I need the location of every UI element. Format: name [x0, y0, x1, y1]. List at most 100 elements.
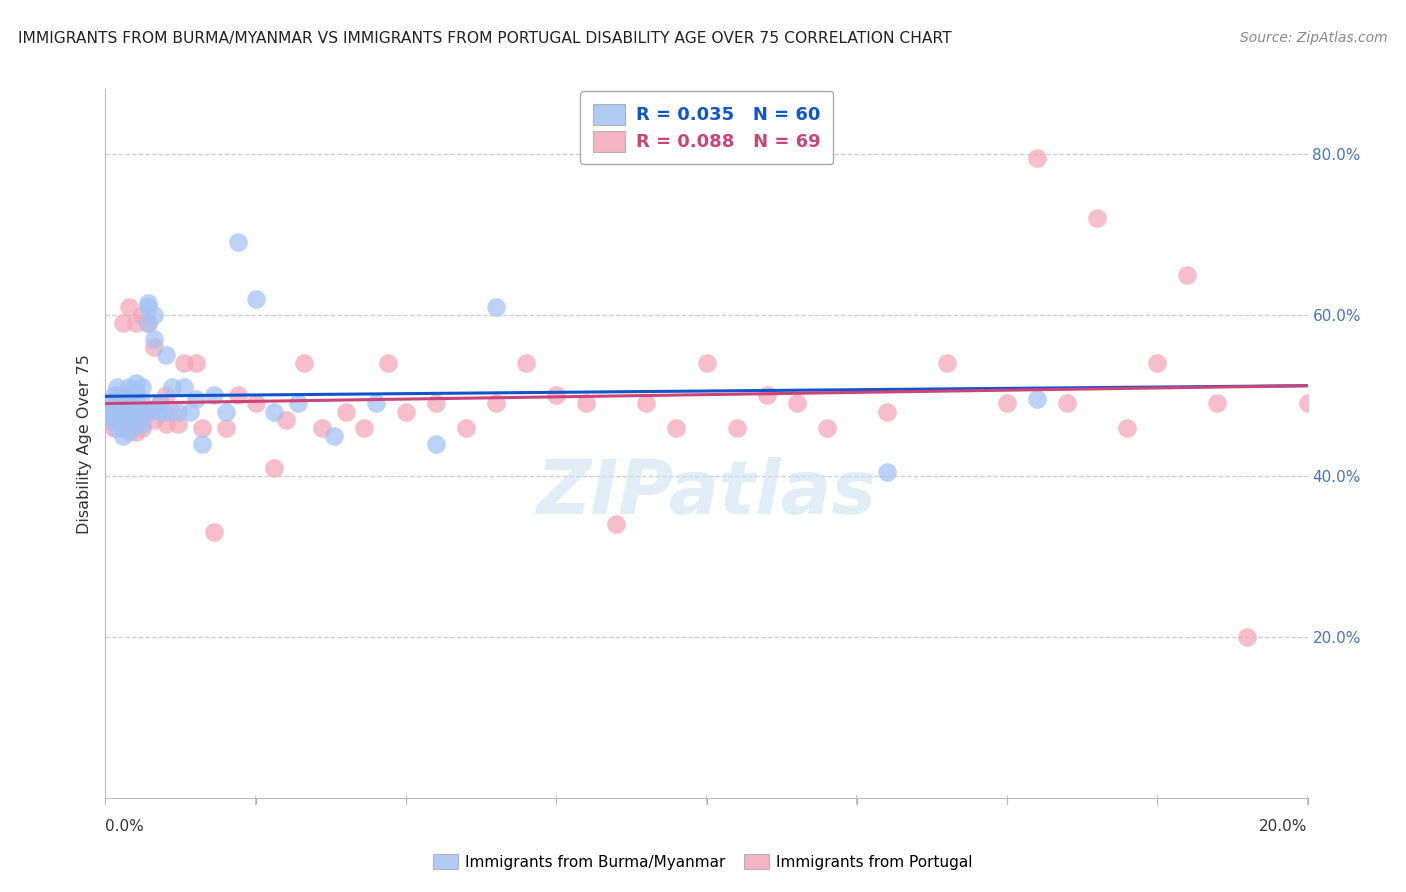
Point — [546, 388, 568, 402]
Point — [112, 428, 135, 442]
Point — [636, 396, 658, 410]
Point — [160, 404, 183, 418]
Point — [1085, 211, 1108, 226]
Point — [112, 316, 135, 330]
Point — [311, 420, 333, 434]
Text: |: | — [104, 795, 107, 805]
Point — [142, 332, 165, 346]
Point — [136, 404, 159, 418]
Point — [226, 388, 249, 402]
Point — [214, 420, 236, 434]
Point — [155, 388, 177, 402]
Point — [173, 356, 195, 370]
Text: ZIPatlas: ZIPatlas — [537, 457, 876, 530]
Point — [335, 404, 357, 418]
Point — [115, 396, 138, 410]
Point — [166, 404, 188, 418]
Point — [755, 388, 778, 402]
Point — [136, 300, 159, 314]
Text: |: | — [1306, 795, 1309, 805]
Point — [131, 380, 153, 394]
Point — [112, 412, 135, 426]
Point — [425, 396, 447, 410]
Point — [100, 396, 122, 410]
Point — [142, 340, 165, 354]
Point — [202, 388, 225, 402]
Point — [148, 404, 170, 418]
Point — [100, 404, 122, 418]
Point — [112, 404, 135, 418]
Point — [936, 356, 959, 370]
Point — [995, 396, 1018, 410]
Point — [179, 404, 201, 418]
Point — [100, 404, 122, 418]
Point — [107, 409, 129, 423]
Point — [112, 396, 135, 410]
Point — [112, 420, 135, 434]
Text: 0.0%: 0.0% — [105, 820, 145, 834]
Point — [124, 404, 146, 418]
Point — [364, 396, 387, 410]
Point — [124, 425, 146, 439]
Point — [118, 420, 141, 434]
Point — [1206, 396, 1229, 410]
Point — [395, 404, 418, 418]
Point — [353, 420, 375, 434]
Point — [124, 316, 146, 330]
Point — [97, 409, 120, 423]
Point — [263, 461, 285, 475]
Point — [118, 388, 141, 402]
Point — [815, 420, 838, 434]
Legend: R = 0.035   N = 60, R = 0.088   N = 69: R = 0.035 N = 60, R = 0.088 N = 69 — [579, 91, 834, 164]
Point — [725, 420, 748, 434]
Point — [124, 392, 146, 407]
Point — [131, 396, 153, 410]
Point — [1175, 268, 1198, 282]
Text: Source: ZipAtlas.com: Source: ZipAtlas.com — [1240, 31, 1388, 45]
Point — [118, 425, 141, 439]
Text: |: | — [554, 795, 558, 805]
Point — [131, 420, 153, 434]
Point — [131, 308, 153, 322]
Point — [190, 420, 212, 434]
Point — [155, 404, 177, 418]
Point — [124, 417, 146, 431]
Point — [226, 235, 249, 250]
Point — [274, 412, 297, 426]
Text: |: | — [405, 795, 408, 805]
Point — [110, 404, 132, 418]
Point — [1146, 356, 1168, 370]
Point — [124, 409, 146, 423]
Point — [173, 380, 195, 394]
Point — [112, 404, 135, 418]
Text: |: | — [1005, 795, 1008, 805]
Point — [485, 396, 508, 410]
Point — [1026, 151, 1049, 165]
Point — [112, 420, 135, 434]
Point — [118, 300, 141, 314]
Point — [485, 300, 508, 314]
Point — [107, 420, 129, 434]
Point — [322, 428, 344, 442]
Point — [575, 396, 598, 410]
Point — [118, 412, 141, 426]
Point — [696, 356, 718, 370]
Point — [131, 404, 153, 418]
Point — [245, 396, 267, 410]
Text: |: | — [1156, 795, 1159, 805]
Y-axis label: Disability Age Over 75: Disability Age Over 75 — [77, 354, 93, 533]
Point — [136, 316, 159, 330]
Point — [166, 417, 188, 431]
Point — [142, 412, 165, 426]
Point — [100, 396, 122, 410]
Point — [155, 348, 177, 362]
Text: |: | — [254, 795, 257, 805]
Point — [136, 316, 159, 330]
Point — [786, 396, 808, 410]
Point — [155, 417, 177, 431]
Point — [103, 412, 125, 426]
Point — [97, 412, 120, 426]
Point — [136, 295, 159, 310]
Point — [103, 388, 125, 402]
Point — [107, 380, 129, 394]
